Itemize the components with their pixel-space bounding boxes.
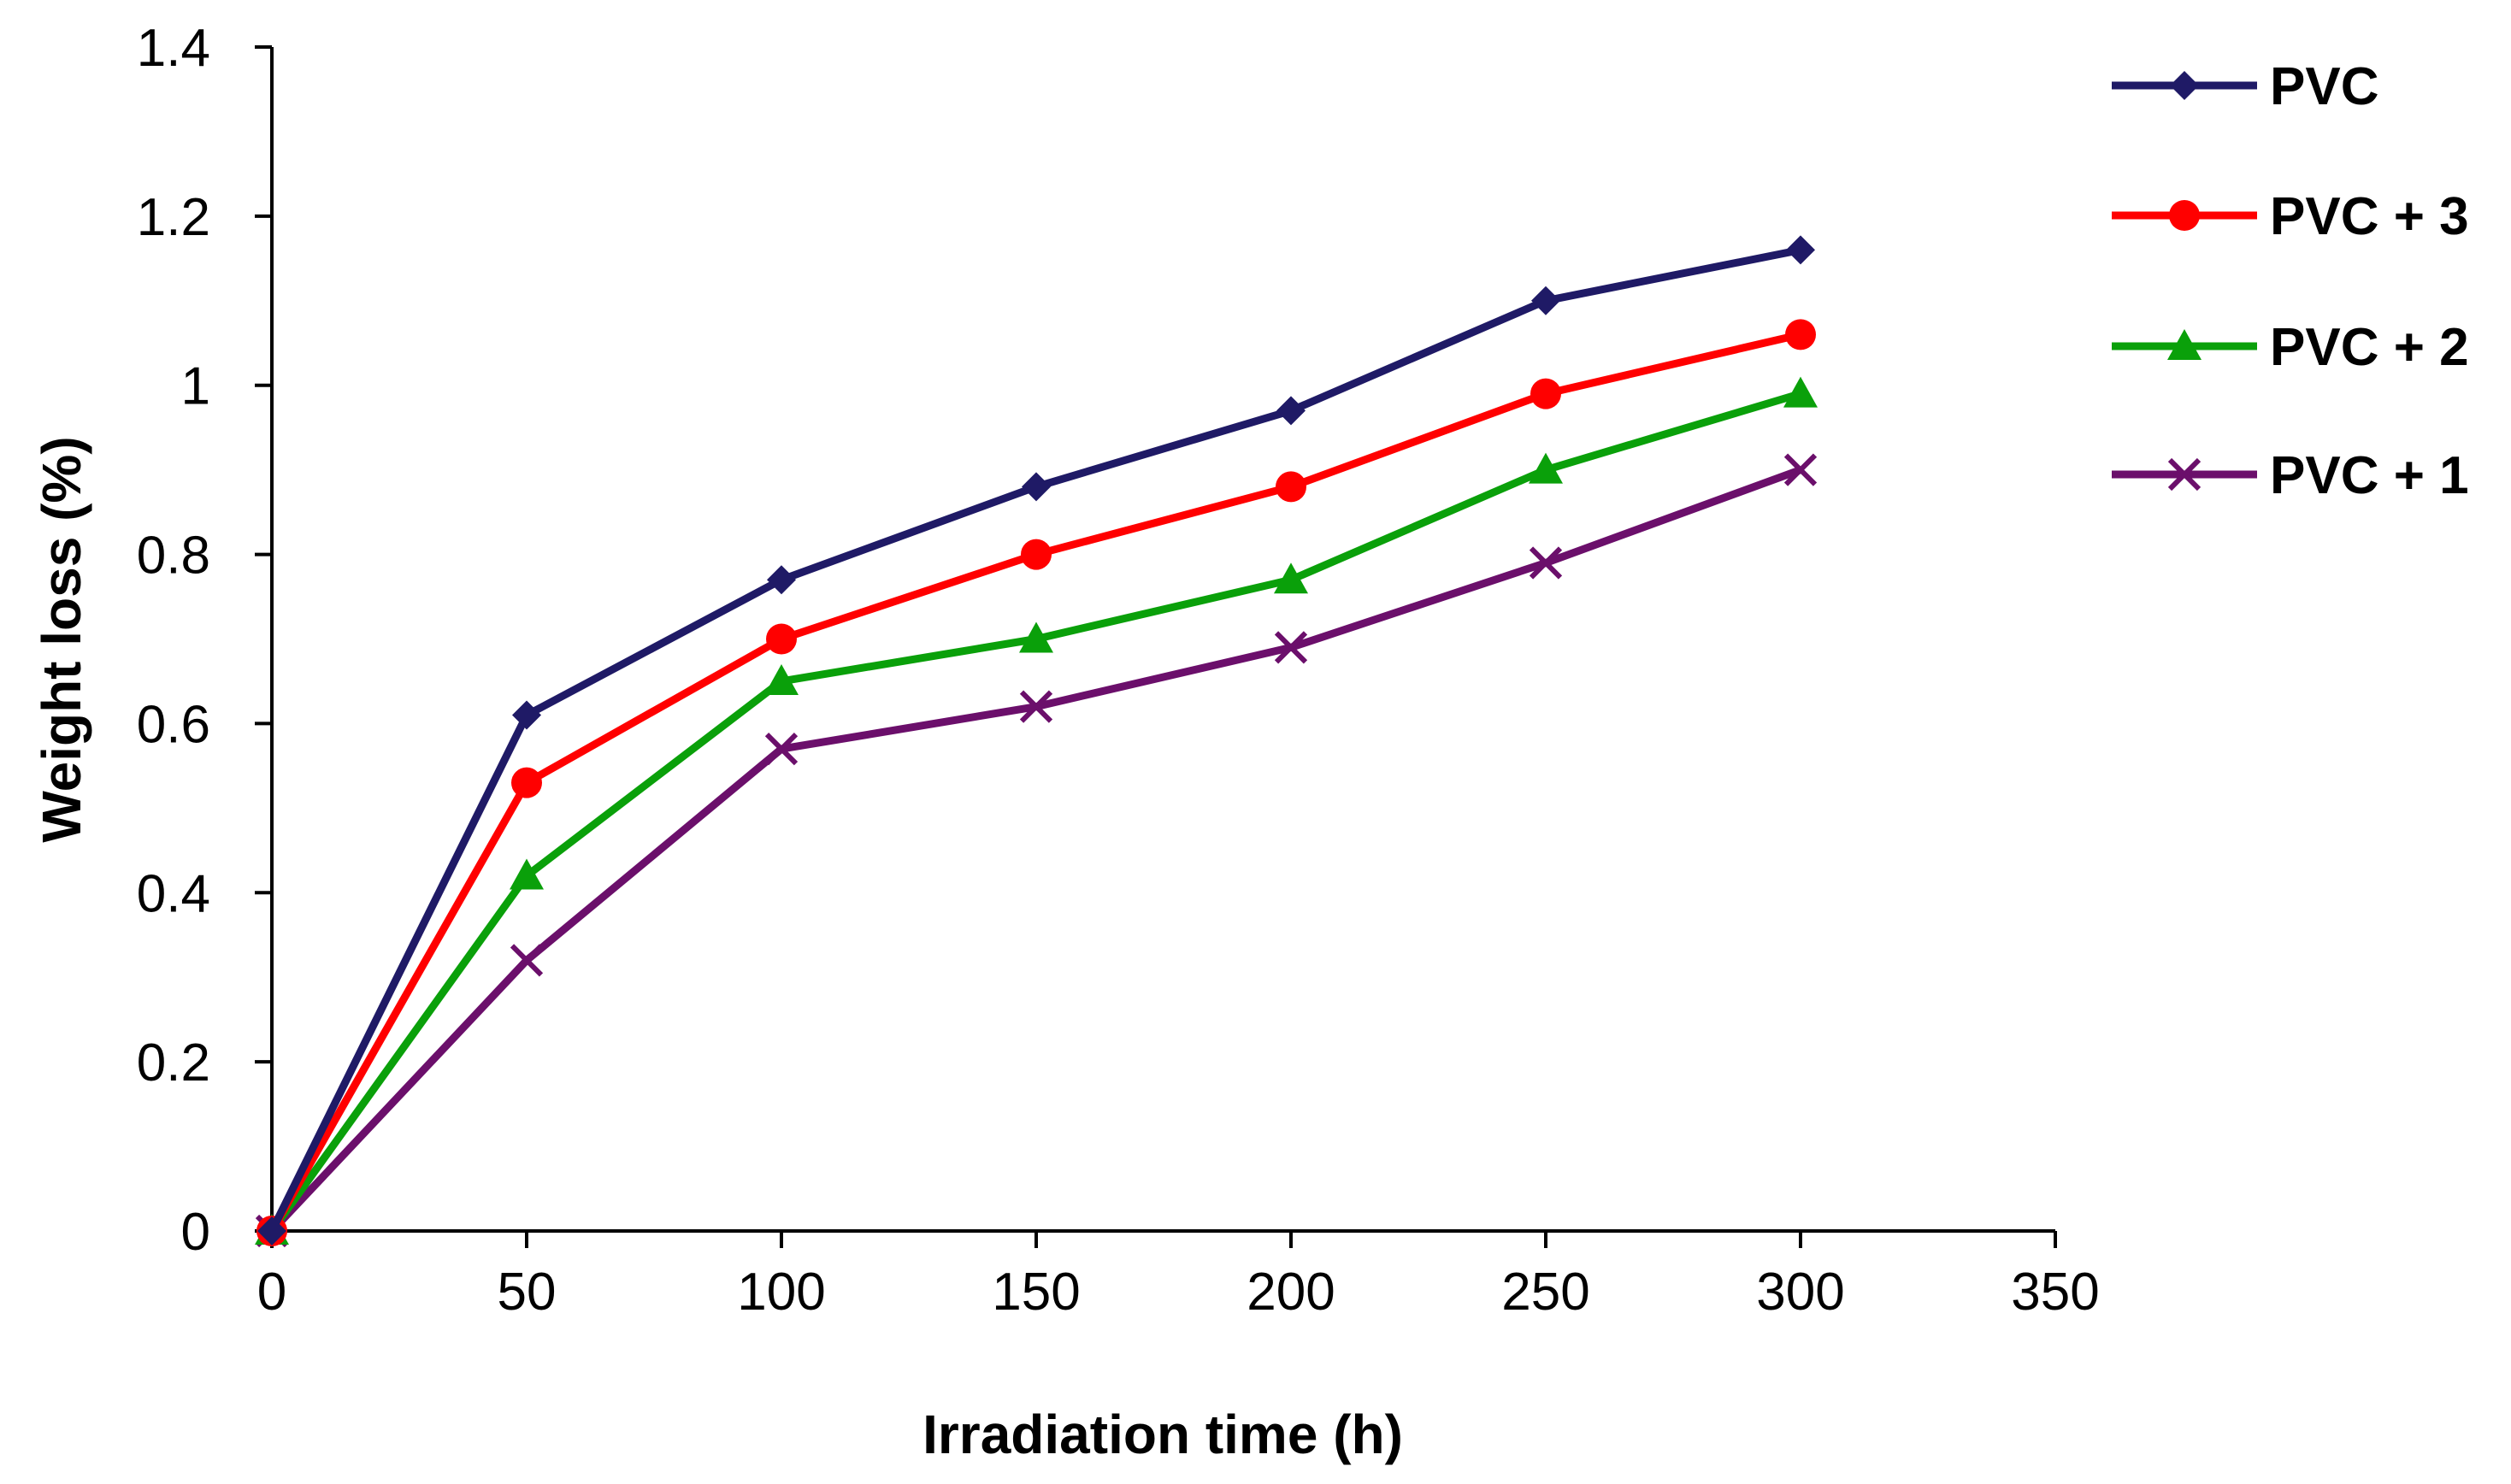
data-point [1529,546,1563,580]
y-tick-label: 0.8 [137,527,210,586]
legend-item: PVC [2112,57,2378,116]
axis-ticks: 0 50 100 150 200 250 300 350 0 0.2 0.4 0.6 0.8 1 1.2 1.… [137,19,2100,1322]
y-tick-label: 0.6 [137,695,210,754]
legend-marker [2169,200,2200,231]
data-point [1021,539,1052,570]
data-point [1530,378,1561,409]
legend-marker [2170,71,2199,100]
data-point [766,623,797,655]
data-point [510,858,544,890]
y-tick-label: 0 [181,1203,210,1262]
x-tick-label: 250 [1501,1263,1589,1322]
x-axis-title: Irradiation time (h) [922,1404,1403,1465]
x-tick-label: 200 [1247,1263,1335,1322]
series-line [268,246,1801,1233]
data-point [1785,319,1816,350]
data-point [1019,621,1053,653]
legend-marker [2167,457,2202,492]
legend-marker [2167,329,2202,360]
data-point [510,944,544,977]
legend-label: PVC + 2 [2270,318,2469,377]
legend-label: PVC + 1 [2270,446,2469,505]
series-pvc-1 [255,453,1818,1248]
data-point [764,732,799,766]
series-line [268,330,1802,1234]
legend-label: PVC [2270,57,2378,116]
x-tick-label: 100 [737,1263,825,1322]
data-point [511,767,542,798]
x-tick-label: 300 [1756,1263,1844,1322]
axes [270,47,2055,1233]
data-point [767,565,796,595]
data-point [1276,396,1306,426]
y-tick-label: 1.2 [137,188,210,247]
marker-stroke [2167,457,2202,492]
legend-item: PVC + 2 [2112,318,2469,377]
data-point [1783,376,1818,408]
data-point [257,1216,286,1246]
data-point [1276,471,1306,503]
y-tick-label: 1.4 [137,19,210,78]
data-point [512,700,541,730]
x-tick-label: 0 [257,1263,286,1322]
x-tick-label: 350 [2011,1263,2099,1322]
legend-item: PVC + 1 [2112,446,2469,505]
legend-item: PVC + 3 [2112,187,2469,246]
marker-stroke [1274,631,1308,664]
y-tick-label: 0.4 [137,864,210,923]
data-point [1783,453,1818,486]
y-axis-title: Weight loss (%) [31,436,92,842]
marker-stroke [1529,546,1563,580]
series-pvc-2 [255,376,1818,1245]
data-point [1274,562,1308,594]
x-tick-label: 150 [992,1263,1080,1322]
marker-stroke [510,944,544,977]
data-point [1022,472,1051,502]
legend-label: PVC + 3 [2270,187,2469,246]
data-point [1274,631,1308,664]
marker-stroke [764,732,799,766]
legend: PVC PVC + 3 PVC + 2 PVC + 1 [2112,57,2469,505]
y-tick-label: 0.2 [137,1034,210,1092]
series-line [268,466,1802,1234]
marker-stroke [1783,453,1818,486]
data-point [1529,452,1563,484]
series-pvc [257,235,1815,1246]
data-point [1531,286,1560,315]
data-point [1019,690,1053,723]
y-tick-label: 1 [181,357,210,416]
marker-stroke [1019,690,1053,723]
data-point [1786,235,1815,265]
data-point [764,663,799,695]
series-layer [255,235,1818,1248]
series-line [268,390,1802,1234]
x-tick-label: 50 [498,1263,557,1322]
